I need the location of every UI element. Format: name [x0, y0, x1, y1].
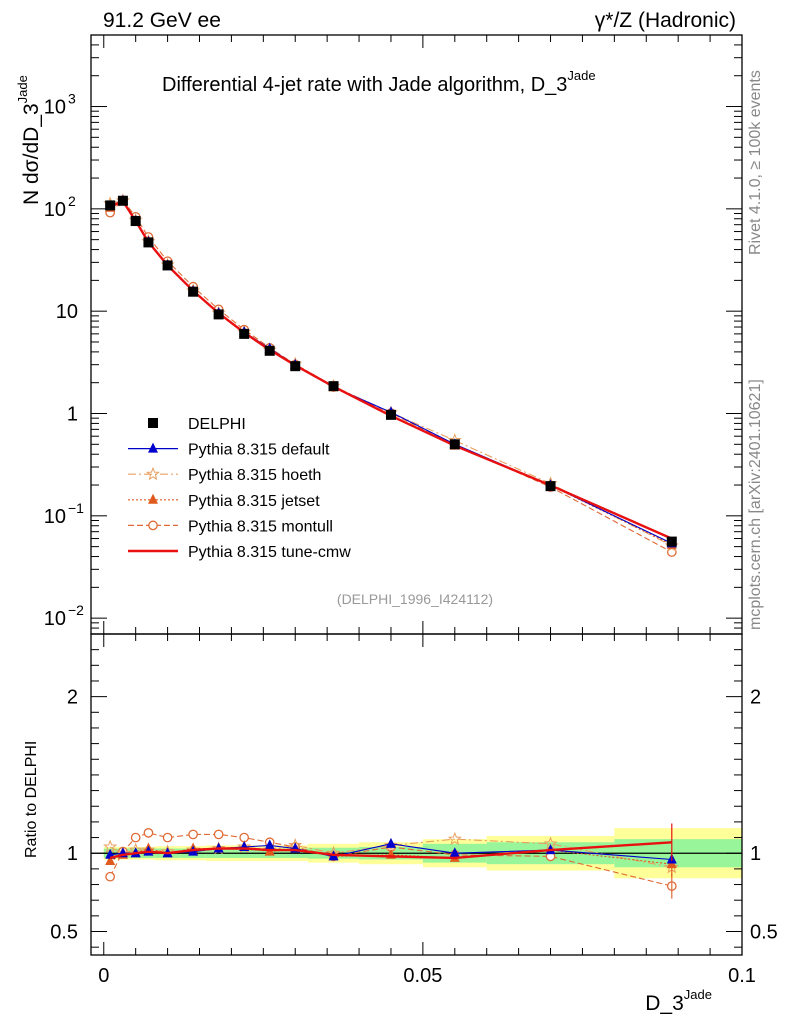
data-point	[143, 237, 154, 248]
legend-marker-data	[148, 418, 158, 428]
ratio-point-montull	[105, 871, 115, 882]
y-tick-label-exponent: 3	[68, 91, 76, 107]
ratio-axis-label: Ratio to DELPHI	[23, 741, 40, 858]
data-point	[117, 195, 128, 206]
ratio-tick-label-right: 0.5	[750, 922, 778, 944]
series-line-tune-cmw	[109, 199, 673, 540]
data-point	[666, 536, 677, 547]
ratio-point-default	[264, 839, 275, 850]
data-point	[385, 409, 396, 420]
data-point	[105, 200, 116, 211]
ratio-tick-label-right: 2	[750, 687, 761, 709]
data-point	[545, 481, 556, 492]
legend-marker-default	[148, 442, 158, 453]
ratio-point-montull	[188, 829, 198, 840]
y-tick-label-exponent: 2	[68, 193, 76, 209]
ratio-frame	[90, 633, 743, 956]
ratio-point-jetset	[105, 855, 116, 866]
y-tick-label-exponent: −1	[68, 500, 84, 516]
ratio-point-default	[449, 847, 460, 858]
ratio-point-montull	[143, 828, 154, 838]
ratio-tick-label-left: 0.5	[50, 922, 78, 944]
x-tick-label: 0.1	[728, 965, 756, 987]
data-point	[188, 286, 199, 297]
energy-label: 91.2 GeV ee	[103, 9, 221, 32]
y-tick-label: 10	[44, 608, 66, 630]
ratio-point-montull	[130, 832, 141, 843]
ratio-point-hoeth	[447, 831, 462, 846]
data-point	[213, 309, 224, 320]
legend-marker-hoeth	[146, 466, 160, 481]
data-point	[239, 328, 250, 339]
ratio-point-default	[385, 837, 396, 848]
x-tick-label: 0.05	[403, 965, 442, 987]
process-label: γ*/Z (Hadronic)	[595, 9, 736, 32]
ratio-tick-label-right: 1	[750, 843, 761, 865]
ratio-point-hoeth	[384, 838, 399, 852]
legend-label: Pythia 8.315 default	[188, 442, 330, 459]
legend-item: Pythia 8.315 hoeth	[128, 466, 321, 484]
legend-label: Pythia 8.315 hoeth	[188, 467, 321, 484]
x-axis-label: D_3Jade	[645, 987, 712, 1015]
legend-label: Pythia 8.315 jetset	[188, 493, 320, 510]
legend-label: DELPHI	[188, 416, 246, 433]
legend-marker-jetset	[148, 493, 158, 504]
y-tick-label: 10	[44, 97, 66, 119]
y-tick-label: 10	[44, 199, 66, 221]
y-axis-label: N dσ/dD_3Jade	[15, 75, 43, 205]
y-tick-label-exponent: −2	[68, 602, 84, 618]
data-point	[328, 381, 339, 392]
legend-item: Pythia 8.315 tune-cmw	[128, 544, 351, 561]
x-tick-label: 0	[98, 965, 109, 987]
ratio-panel-content	[91, 823, 742, 899]
analysis-watermark: (DELPHI_1996_I424112)	[337, 591, 493, 607]
ratio-point-montull	[213, 829, 224, 840]
y-tick-label: 10	[56, 301, 78, 323]
legend-marker-montull	[148, 520, 158, 531]
y-tick-label: 1	[67, 403, 78, 425]
data-point	[290, 361, 301, 372]
ratio-point-montull	[162, 832, 173, 843]
legend: DELPHI Pythia 8.315 default Pythia 8.315 h…	[128, 416, 351, 561]
data-point	[264, 345, 275, 356]
legend-item: Pythia 8.315 default	[128, 442, 330, 459]
data-point	[162, 260, 173, 271]
legend-item: Pythia 8.315 montull	[128, 518, 333, 535]
legend-item: DELPHI	[148, 416, 246, 433]
ratio-tick-label-left: 2	[67, 687, 78, 709]
legend-item: Pythia 8.315 jetset	[128, 493, 320, 510]
rivet-label: Rivet 4.1.0, ≥ 100k events	[747, 70, 764, 255]
ratio-line-hoeth	[109, 838, 672, 868]
main-panel-content	[103, 193, 679, 557]
ratio-line-tune-cmw	[109, 841, 672, 860]
legend-label: Pythia 8.315 tune-cmw	[188, 544, 351, 561]
data-point	[449, 439, 460, 450]
data-point	[130, 216, 141, 227]
ratio-tick-label-left: 1	[67, 843, 78, 865]
y-tick-label: 10	[44, 506, 66, 528]
legend-label: Pythia 8.315 montull	[188, 518, 333, 535]
mcplots-label: mcplots.cern.ch [arXiv:2401.10621]	[747, 379, 764, 630]
chart-title: Differential 4-jet rate with Jade algori…	[162, 68, 596, 96]
